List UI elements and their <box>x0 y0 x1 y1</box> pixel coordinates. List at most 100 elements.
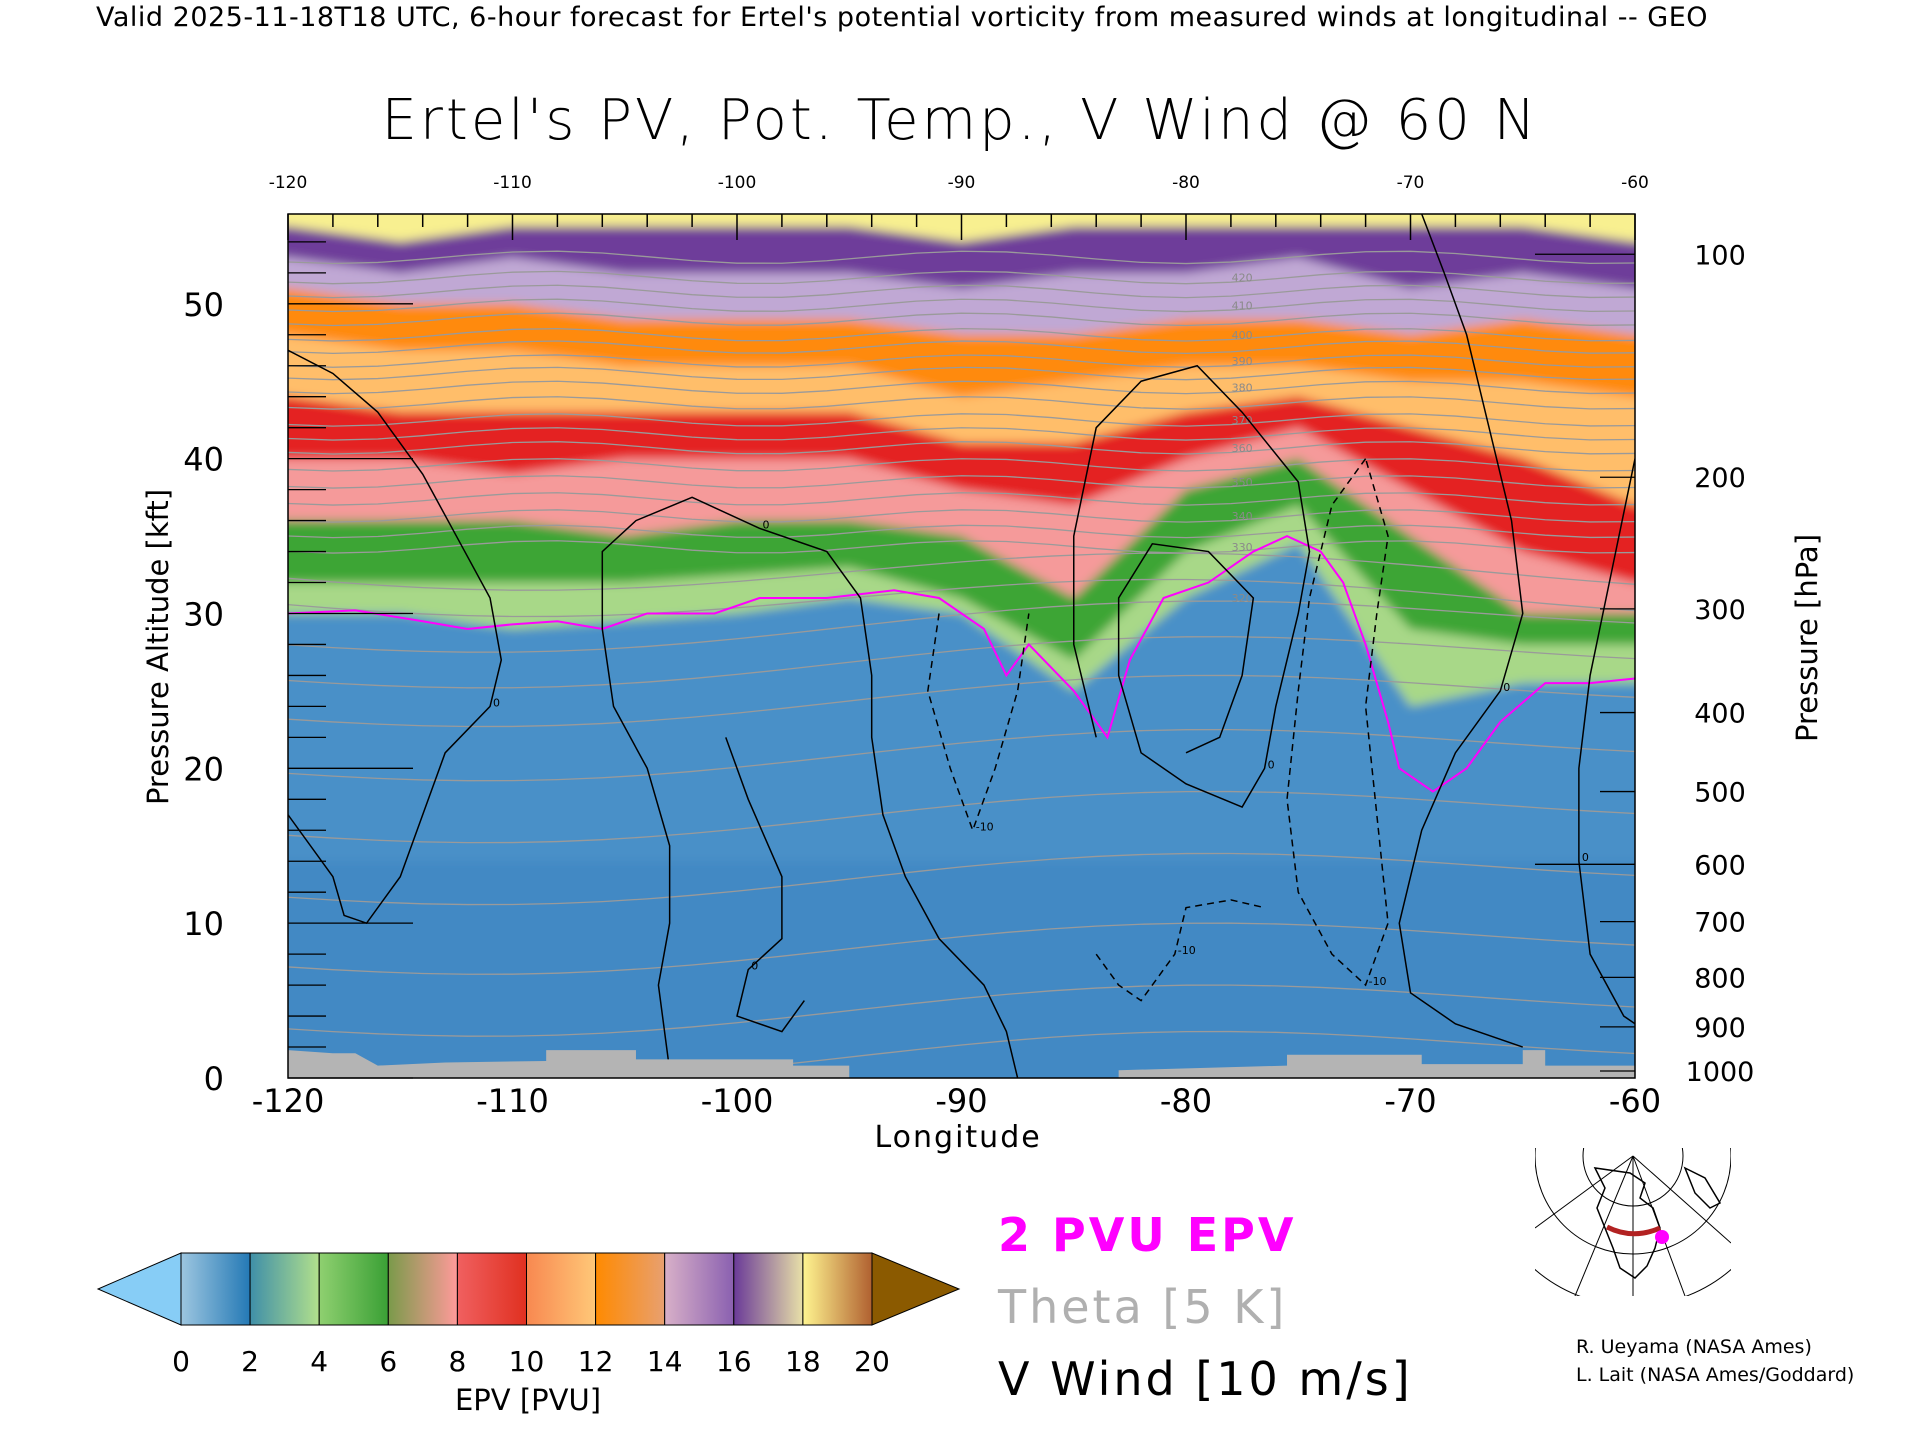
pressure-tick-label: 500 <box>1694 778 1746 809</box>
x-tick-label: -110 <box>476 1082 549 1120</box>
theta-line-285 <box>288 922 1635 975</box>
colorbar-tick-label: 6 <box>379 1345 397 1378</box>
colorbar-segment <box>456 1252 527 1326</box>
legend-theta: Theta [5 K] <box>998 1280 1287 1334</box>
legend-pv2-text: 2 PVU EPV <box>998 1208 1297 1262</box>
theta-contours: 320 330 340 350 360 370 380 390 400 410 420 <box>288 250 1635 1076</box>
theta-line-340 <box>288 509 1635 523</box>
credit-line: L. Lait (NASA Ames/Goddard) <box>1576 1364 1855 1386</box>
theta-label: 340 <box>1232 510 1253 523</box>
y-tick-label: 20 <box>183 750 224 788</box>
vwind-contour-label: -10 <box>1369 975 1387 988</box>
chart-title: Ertel's PV, Pot. Temp., V Wind @ 60 N <box>381 88 1539 153</box>
pressure-tick-label: 700 <box>1694 908 1746 939</box>
vwind-contour <box>1073 364 1311 808</box>
theta-line-320 <box>288 578 1635 618</box>
theta-line-375 <box>288 396 1635 410</box>
theta-line-360 <box>288 441 1635 455</box>
map-coastline <box>1593 1167 1661 1279</box>
colorbar-segment <box>387 1252 458 1326</box>
theta-line-415 <box>288 284 1635 299</box>
theta-line-400 <box>288 327 1635 342</box>
vwind-contour-label: 0 <box>1582 851 1589 864</box>
colorbar-label: EPV [PVU] <box>455 1383 601 1417</box>
colorbar-segment <box>249 1252 320 1326</box>
cross-section-path <box>1605 1224 1662 1237</box>
theta-label: 320 <box>1232 592 1253 605</box>
vwind-contour-label: 0 <box>1503 681 1510 694</box>
x-tick-label: -70 <box>1384 1082 1436 1120</box>
locator-map <box>1535 1148 1731 1296</box>
colorbar-segment <box>595 1252 666 1326</box>
pressure-tick-label: 200 <box>1694 463 1746 494</box>
epv-colorbar: 0 2 4 6 8 10 12 14 16 18 20 EPV [PVU] <box>96 1252 961 1417</box>
colorbar-tick-label: 2 <box>241 1345 259 1378</box>
top-x-tick-label: -100 <box>718 173 757 193</box>
pressure-tick-label: 100 <box>1694 240 1746 271</box>
top-x-tick-label: -80 <box>1172 173 1200 193</box>
x-tick-label: -60 <box>1609 1082 1661 1120</box>
vwind-contour <box>1398 214 1524 1048</box>
theta-line-425 <box>288 250 1635 265</box>
vwind-contour <box>1095 899 1265 1002</box>
vwind-contour <box>725 737 805 1033</box>
map-meridian <box>1632 1155 1731 1244</box>
theta-line-310 <box>288 636 1635 689</box>
top-x-tick-label: -110 <box>493 173 532 193</box>
y-axis-label: Pressure Altitude [kft] <box>141 488 175 806</box>
theta-line-330 <box>288 540 1635 554</box>
theta-line-305 <box>288 674 1635 728</box>
y-tick-label: 0 <box>204 1060 224 1098</box>
top-x-tick-label: -90 <box>948 173 976 193</box>
location-marker <box>1655 1230 1669 1244</box>
colorbar-tick-label: 14 <box>647 1345 683 1378</box>
vwind-contour-label: 0 <box>1268 758 1275 771</box>
vwind-contour <box>288 349 503 925</box>
theta-label: 410 <box>1232 299 1253 312</box>
theta-label: 400 <box>1232 329 1253 342</box>
vwind-contour-label: 0 <box>751 960 758 973</box>
map-meridian <box>1535 1155 1634 1229</box>
vwind-contour <box>601 496 1019 1078</box>
colorbar-tick-label: 8 <box>448 1345 466 1378</box>
colorbar-tick-label: 12 <box>578 1345 614 1378</box>
x-tick-label: -90 <box>935 1082 987 1120</box>
y2-axis-label: Pressure [hPa] <box>1790 533 1824 742</box>
theta-line-355 <box>288 458 1635 472</box>
x-tick-label: -100 <box>701 1082 774 1120</box>
credit-line: R. Ueyama (NASA Ames) <box>1576 1336 1812 1358</box>
pressure-tick-label: 800 <box>1694 963 1746 994</box>
colorbar-segment <box>733 1252 804 1326</box>
pressure-tick-label: 600 <box>1694 850 1746 881</box>
theta-line-300 <box>288 728 1635 782</box>
theta-label: 360 <box>1232 442 1253 455</box>
ground <box>288 1050 1635 1078</box>
vwind-contour <box>1578 458 1635 1025</box>
legend-vwind-text: V Wind [10 m/s] <box>998 1352 1413 1406</box>
colorbar-tick-label: 10 <box>509 1345 545 1378</box>
colorbar-tick-label: 0 <box>172 1345 190 1378</box>
forecast-header: Valid 2025-11-18T18 UTC, 6-hour forecast… <box>96 2 1709 33</box>
theta-line-365 <box>288 427 1635 441</box>
colorbar-segment <box>180 1252 251 1326</box>
theta-line-395 <box>288 340 1635 355</box>
x-axis-label: Longitude <box>0 1120 1920 1155</box>
theta-line-335 <box>288 524 1635 539</box>
theta-label: 390 <box>1232 355 1253 368</box>
theta-label: 350 <box>1232 476 1253 489</box>
colorbar-tick-label: 4 <box>310 1345 328 1378</box>
vwind-contour-label: -10 <box>1178 944 1196 957</box>
top-x-tick-label: -60 <box>1621 173 1649 193</box>
axes: -120-120-110-110-100-100-90-90-80-80-70-… <box>183 173 1754 1120</box>
theta-line-405 <box>288 312 1635 327</box>
theta-line-295 <box>288 790 1635 844</box>
theta-label: 330 <box>1232 541 1253 554</box>
vwind-contour <box>927 613 1030 833</box>
theta-line-370 <box>288 413 1635 427</box>
x-axis-label-text: Longitude <box>874 1120 1042 1155</box>
y-tick-label: 30 <box>183 595 224 633</box>
pressure-tick-label: 900 <box>1694 1013 1746 1044</box>
y-tick-label: 50 <box>183 286 224 324</box>
colorbar-tick-label: 20 <box>854 1345 890 1378</box>
